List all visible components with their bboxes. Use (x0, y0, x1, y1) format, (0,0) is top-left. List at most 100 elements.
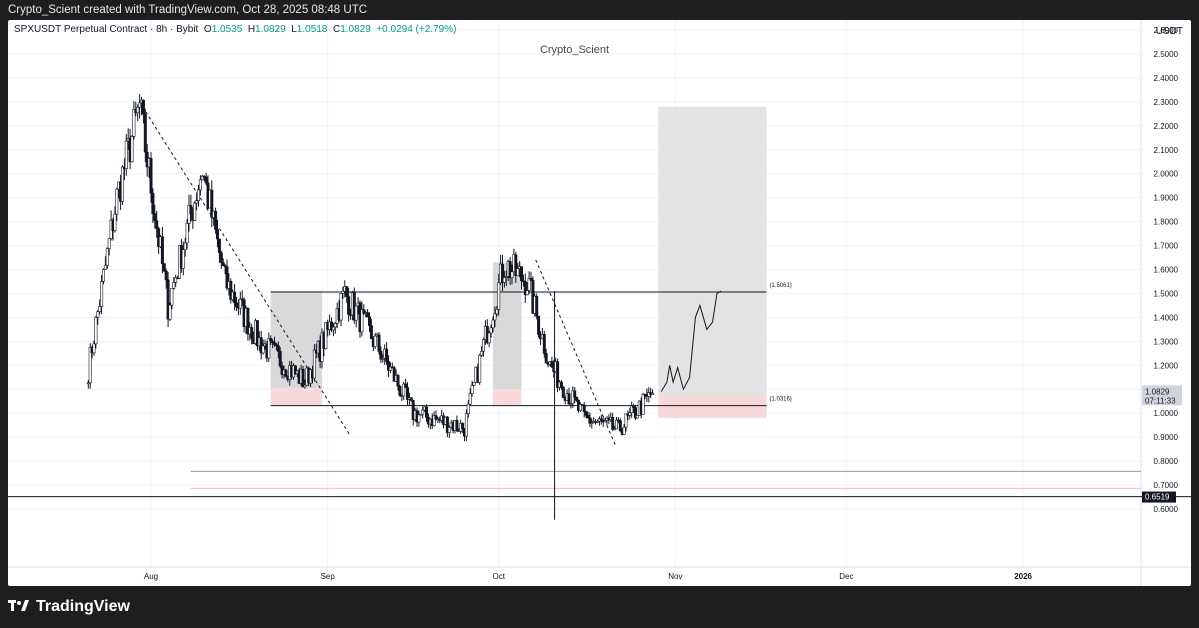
projected-path[interactable] (660, 290, 722, 392)
candle-body (421, 409, 425, 415)
candle-body (641, 393, 645, 415)
low-value: 1.0518 (296, 24, 328, 35)
candle-body (347, 296, 351, 315)
candle-body (392, 367, 396, 382)
candle-body (204, 176, 208, 184)
candle-body (151, 192, 155, 214)
candle-body (569, 403, 573, 405)
candle-body (210, 189, 214, 218)
candle-body (529, 278, 533, 281)
y-tick-label: 2.2000 (1154, 122, 1179, 131)
candle-body (404, 383, 408, 388)
y-tick-label: 1.8000 (1154, 218, 1179, 227)
candle-body (500, 263, 504, 283)
upper-level-label: (1.5061) (769, 283, 791, 289)
candle-body (497, 282, 501, 310)
candle-body (445, 416, 449, 433)
candle-body (238, 298, 242, 309)
candle-body (424, 406, 428, 418)
downtrend-line[interactable] (142, 106, 351, 437)
candle-body (447, 427, 451, 433)
candle-body (402, 383, 406, 397)
open-label: O (203, 24, 212, 35)
candle-body (185, 223, 189, 244)
tradingview-wordmark: TradingView (36, 598, 130, 615)
candle-body (130, 136, 134, 163)
y-tick-label: 1.4000 (1154, 313, 1179, 322)
accumulation-zone (493, 262, 522, 390)
candle-body (559, 381, 563, 388)
y-tick-label: 1.7000 (1154, 242, 1179, 251)
candle-body (651, 393, 655, 395)
candle-body (103, 264, 107, 270)
candle-body (377, 334, 381, 352)
candle-body (525, 290, 529, 296)
candle-body (398, 386, 402, 396)
candle-body (550, 361, 554, 368)
candle-body (366, 312, 370, 318)
candle-body (622, 426, 626, 435)
candle-body (504, 276, 508, 278)
y-tick-label: 1.6000 (1154, 266, 1179, 275)
candle-body (508, 261, 512, 279)
candle-body (293, 365, 297, 375)
candle-body (284, 369, 288, 377)
candle-body (143, 113, 147, 153)
candle-body (181, 249, 185, 269)
candle-body (183, 242, 187, 250)
high-label: H (247, 24, 256, 35)
candle-body (434, 415, 438, 420)
price-chart[interactable]: (1.5061) (1.0316) 0.6000 0.7000 0.8000 0.9000… (8, 20, 1191, 586)
candle-body (461, 422, 465, 429)
candle-body (136, 106, 140, 114)
y-tick-label: 2.4000 (1154, 74, 1179, 83)
candle-body (198, 179, 202, 191)
candle-body (102, 269, 106, 282)
candle-body (470, 385, 474, 394)
candle-body (219, 252, 223, 263)
accumulation-zone-low (270, 388, 322, 407)
level-price-box (1142, 491, 1176, 503)
candle-body (455, 420, 459, 431)
candle-body (575, 396, 579, 401)
candle-body (301, 368, 305, 388)
y-tick-label: 1.0000 (1154, 409, 1179, 418)
candle-body (381, 357, 385, 360)
candle-body (170, 287, 174, 306)
chart-panel[interactable]: (1.5061) (1.0316) 0.6000 0.7000 0.8000 0.9000… (8, 20, 1191, 586)
candle-body (195, 200, 199, 204)
candle-body (386, 361, 390, 371)
candle-body (303, 384, 307, 388)
x-tick-label: Sep (321, 572, 336, 581)
candle-body (561, 387, 565, 399)
y-tick-label: 1.3000 (1154, 337, 1179, 346)
close-value: 1.0829 (340, 24, 371, 35)
candle-body (160, 236, 164, 264)
candle-body (155, 220, 159, 229)
candle-body (214, 210, 218, 230)
y-tick-label: 2.5000 (1154, 50, 1179, 59)
candle-body (164, 270, 168, 281)
candle-body (514, 254, 518, 277)
candle-body (590, 422, 594, 424)
candle-body (487, 332, 491, 344)
candle-body (480, 350, 484, 356)
author-watermark: Crypto_Scient (539, 44, 610, 56)
y-tick-label: 0.6000 (1154, 505, 1179, 514)
candle-body (624, 413, 628, 428)
y-tick-label: 2.1000 (1154, 146, 1179, 155)
candle-body (141, 99, 145, 115)
downtrend-line[interactable] (535, 259, 617, 446)
candle-body (259, 337, 263, 354)
candle-body (603, 420, 607, 423)
candle-body (535, 295, 539, 317)
candle-body (635, 415, 639, 419)
candle-body (278, 351, 282, 367)
candle-body (464, 413, 468, 437)
candle-body (149, 158, 153, 194)
candle-body (333, 323, 337, 328)
level-price-label: 0.6519 (1145, 493, 1170, 502)
candle-body (516, 268, 520, 277)
y-tick-label: 0.8000 (1154, 457, 1179, 466)
last-price-box (1142, 385, 1182, 406)
